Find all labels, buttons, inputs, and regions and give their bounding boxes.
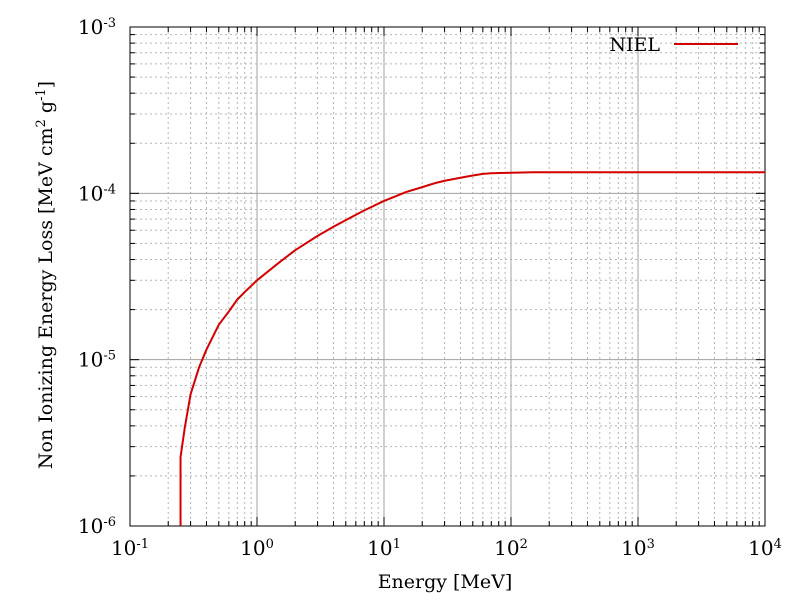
y-axis-title-part3: ] [35,81,57,88]
legend: NIEL [609,34,738,56]
x-tick-label: 101 [367,536,401,560]
x-tick-label: 103 [621,536,655,560]
x-tick-label-exp: 4 [774,537,782,552]
x-axis-title: Energy [MeV] [378,571,513,593]
grid-lines [130,27,765,526]
x-tick-label-base: 10 [494,536,519,560]
y-tick-label: 10-4 [78,181,116,205]
x-tick-label-exp: 3 [647,537,655,552]
series-layer [179,171,765,526]
y-tick-label: 10-5 [78,348,116,372]
y-tick-label-exp: -5 [103,348,116,363]
x-tick-label-exp: 2 [520,537,528,552]
y-tick-label: 10-3 [78,15,116,39]
y-axis-title: Non Ionizing Energy Loss [MeV cm2 g-1] [34,81,58,469]
x-tick-label: 10-1 [111,536,149,560]
x-tick-label-base: 10 [621,536,646,560]
y-tick-label-exp: -6 [103,515,116,530]
x-tick-label-exp: 0 [266,537,274,552]
x-tick-label-base: 10 [748,536,773,560]
y-tick-label-base: 10 [78,15,103,39]
x-tick-label: 104 [748,536,782,560]
y-axis-title-part1: Non Ionizing Energy Loss [MeV cm [35,127,57,469]
y-axis-title-sup1: 2 [34,119,49,127]
axis-ticks [129,26,766,527]
legend-label-niel: NIEL [609,34,660,56]
x-tick-label-base: 10 [367,536,392,560]
y-tick-label: 10-6 [78,514,116,538]
y-tick-label-base: 10 [78,181,103,205]
x-tick-label-exp: 1 [393,537,401,552]
x-tick-label: 102 [494,536,528,560]
series-line-niel [179,171,765,526]
plot-frame [129,26,766,527]
y-tick-label-base: 10 [78,348,103,372]
x-tick-label-exp: -1 [136,537,149,552]
y-tick-label-exp: -3 [103,16,116,31]
x-tick-label-base: 10 [240,536,265,560]
y-tick-label-exp: -4 [103,182,116,197]
y-tick-label-base: 10 [78,514,103,538]
y-tick-labels: 10-610-510-410-3 [78,15,116,538]
x-tick-labels: 10-1 100 101 102 103 104 [111,536,782,560]
x-tick-label: 100 [240,536,274,560]
y-axis-title-part2: g [35,101,57,119]
y-axis-title-sup2: -1 [34,88,49,101]
x-tick-label-base: 10 [111,536,136,560]
